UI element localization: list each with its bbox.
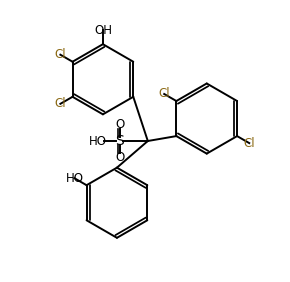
Text: S: S — [115, 134, 124, 148]
Text: OH: OH — [94, 24, 112, 37]
Text: Cl: Cl — [55, 48, 66, 61]
Text: HO: HO — [89, 135, 107, 147]
Text: Cl: Cl — [158, 87, 170, 100]
Text: HO: HO — [66, 172, 84, 185]
Text: O: O — [115, 151, 124, 164]
Text: Cl: Cl — [55, 97, 66, 110]
Text: Cl: Cl — [243, 136, 255, 150]
Text: O: O — [115, 118, 124, 131]
